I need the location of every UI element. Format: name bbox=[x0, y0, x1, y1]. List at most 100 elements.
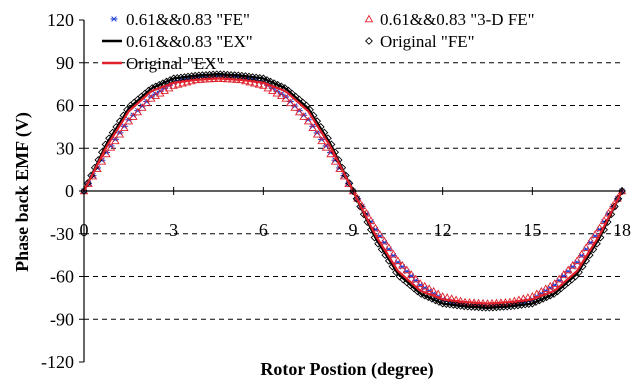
legend-marker-asterisk bbox=[110, 16, 118, 22]
data-point bbox=[359, 210, 368, 219]
data-point bbox=[259, 81, 268, 89]
data-point bbox=[577, 249, 586, 258]
legend-label: Original "FE" bbox=[380, 32, 475, 51]
data-point bbox=[272, 88, 282, 97]
data-point bbox=[407, 270, 416, 278]
data-point bbox=[277, 91, 286, 100]
data-point bbox=[603, 218, 612, 226]
data-point bbox=[610, 202, 619, 211]
data-point bbox=[281, 93, 291, 102]
data-point bbox=[326, 149, 335, 158]
data-point bbox=[371, 223, 380, 232]
data-point bbox=[510, 301, 519, 310]
data-point bbox=[250, 78, 259, 87]
data-point bbox=[485, 303, 494, 312]
data-point bbox=[133, 107, 143, 116]
data-point bbox=[431, 296, 440, 305]
data-point bbox=[517, 301, 526, 309]
x-tick-label: 12 bbox=[434, 220, 452, 240]
data-point bbox=[138, 103, 147, 111]
data-point bbox=[115, 129, 125, 138]
legend-label: 0.61&&0.83 "FE" bbox=[126, 10, 250, 29]
x-tick-label: 3 bbox=[169, 220, 178, 240]
data-point bbox=[415, 279, 425, 287]
data-point bbox=[312, 129, 322, 138]
data-point bbox=[420, 281, 429, 290]
x-tick-label: 9 bbox=[349, 220, 358, 240]
data-point bbox=[590, 230, 600, 238]
data-point bbox=[345, 179, 354, 188]
data-point bbox=[581, 243, 591, 251]
data-point bbox=[539, 294, 548, 303]
x-tick-label: 18 bbox=[613, 220, 631, 240]
data-point bbox=[294, 107, 304, 116]
data-point bbox=[524, 300, 533, 308]
data-point bbox=[352, 194, 361, 203]
y-tick-label: 120 bbox=[47, 10, 74, 30]
data-point bbox=[559, 270, 568, 278]
data-point bbox=[595, 223, 604, 232]
data-point bbox=[129, 112, 138, 120]
data-point bbox=[424, 284, 434, 293]
data-point bbox=[268, 86, 277, 94]
data-point bbox=[402, 265, 412, 274]
data-point bbox=[435, 298, 444, 306]
x-tick-label: 15 bbox=[523, 220, 541, 240]
data-point bbox=[142, 98, 152, 107]
data-point bbox=[492, 303, 501, 312]
legend-item-ex-061-083: 0.61&&0.83 "EX" bbox=[102, 32, 253, 51]
data-point bbox=[375, 230, 385, 238]
data-point bbox=[535, 296, 544, 305]
data-point bbox=[285, 98, 295, 107]
data-point bbox=[546, 291, 555, 300]
marker-stroke bbox=[111, 16, 117, 22]
data-point bbox=[411, 274, 421, 283]
legend-item-3d-fe-061-083: 0.61&&0.83 "3-D FE" bbox=[364, 10, 535, 29]
data-point bbox=[254, 79, 264, 88]
series-3 bbox=[80, 70, 626, 312]
data-point bbox=[447, 294, 456, 302]
data-point bbox=[102, 149, 111, 158]
data-point bbox=[496, 303, 504, 311]
y-tick-label: -120 bbox=[41, 352, 74, 372]
data-point bbox=[290, 103, 299, 111]
data-point bbox=[488, 303, 497, 312]
y-axis-title: Phase back EMF (V) bbox=[12, 112, 33, 272]
axes bbox=[79, 19, 623, 363]
legend-item-original-ex: Original "EX" bbox=[102, 54, 223, 73]
legend: 0.61&&0.83 "FE" 0.61&&0.83 "3-D FE" 0.61… bbox=[102, 10, 535, 73]
legend-item-original-fe: Original "FE" bbox=[365, 32, 475, 51]
data-point bbox=[398, 260, 407, 269]
y-tick-label: 90 bbox=[56, 53, 74, 73]
data-point bbox=[586, 236, 595, 245]
data-point bbox=[554, 274, 564, 283]
data-point bbox=[503, 302, 512, 311]
data-point bbox=[389, 249, 398, 258]
data-point bbox=[514, 301, 522, 310]
data-point bbox=[542, 293, 551, 302]
data-point bbox=[321, 142, 331, 151]
data-point bbox=[308, 123, 317, 131]
y-tick-label: 60 bbox=[56, 96, 74, 116]
x-tick-label: 0 bbox=[80, 220, 89, 240]
data-point bbox=[111, 136, 120, 145]
data-point bbox=[263, 83, 273, 92]
y-tick-label: 0 bbox=[65, 181, 74, 201]
data-point bbox=[317, 136, 326, 145]
data-point bbox=[607, 210, 616, 219]
legend-item-fe-061-083: 0.61&&0.83 "FE" bbox=[110, 10, 250, 29]
data-point bbox=[83, 179, 92, 188]
data-point bbox=[380, 236, 389, 245]
y-tick-label: -90 bbox=[50, 309, 74, 329]
legend-marker-sample bbox=[365, 37, 373, 45]
series-layer bbox=[79, 70, 627, 312]
data-point bbox=[563, 265, 573, 274]
data-point bbox=[120, 123, 129, 131]
data-point bbox=[481, 303, 490, 312]
legend-label: 0.61&&0.83 "EX" bbox=[126, 32, 253, 51]
data-point bbox=[499, 302, 508, 311]
data-point bbox=[429, 286, 438, 295]
data-point bbox=[106, 142, 116, 151]
data-point bbox=[528, 299, 537, 308]
